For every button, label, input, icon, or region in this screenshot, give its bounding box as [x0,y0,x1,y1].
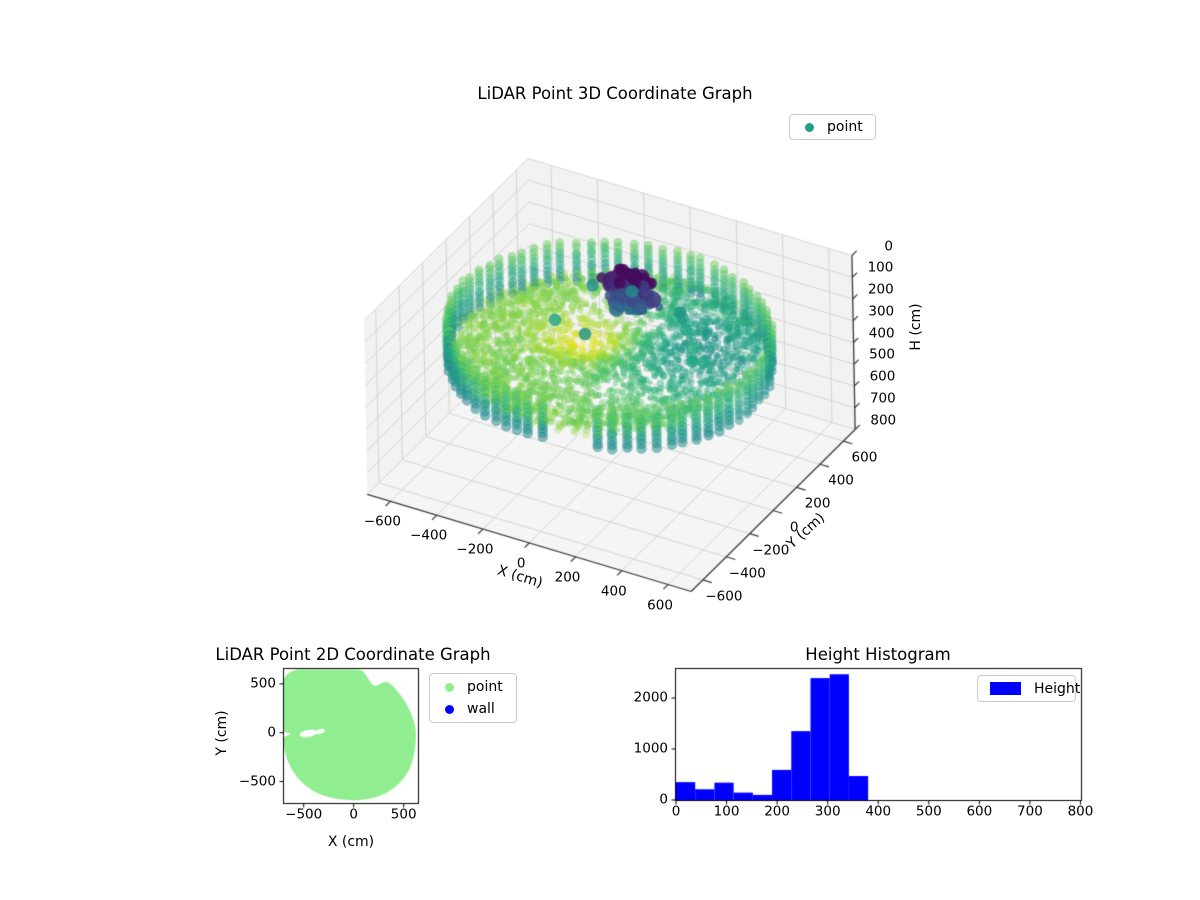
tick-label: 200 [764,803,790,820]
tick-label: 300 [814,803,841,820]
x-axis-label-2d: X (cm) [327,834,375,850]
tick-label: 700 [869,390,896,407]
tick-label: 200 [804,495,831,512]
tick-label: 800 [1067,803,1094,820]
tick-label: −400 [410,527,448,544]
wall-marker-icon [445,704,454,714]
tick-label: 700 [1017,803,1043,820]
hist-legend[interactable]: Height [977,675,1080,702]
tick-label: 0 [671,803,681,820]
point2d-legend-label: point [467,679,503,695]
tick-label: 800 [870,411,897,428]
tick-label: 400 [865,803,892,820]
tick-label: 1000 [633,740,668,757]
tick-label: 0 [789,518,799,535]
height-swatch-icon [990,682,1021,695]
tick-label: 500 [390,806,417,823]
tick-label: −500 [238,772,276,789]
tick-label: 400 [600,582,627,599]
plot2d-legend[interactable]: point wall [429,673,517,723]
wall-legend-label: wall [467,701,495,717]
tick-label: 200 [554,569,581,586]
tick-label: 0 [349,806,358,823]
tick-label: 300 [868,303,895,320]
tick-label: 2000 [633,689,668,706]
tick-label: 400 [828,472,854,489]
tick-label: 100 [867,259,894,276]
tick-label: 600 [966,803,993,820]
plot3d-legend[interactable]: point [789,114,876,140]
tick-label: 600 [851,449,878,466]
tick-label: 0 [884,237,893,254]
y-axis-label-2d: Y (cm) [214,710,230,756]
legend-row-point3d: point [790,116,875,138]
tick-label: 100 [713,803,740,820]
tick-label: 0 [267,723,276,740]
tick-label: 600 [647,596,673,613]
tick-label: −600 [705,588,743,605]
tick-label: −200 [456,541,494,558]
tick-label: −600 [363,513,401,530]
plot3d-title: LiDAR Point 3D Coordinate Graph [477,83,753,103]
tick-label: 600 [869,368,896,385]
tick-label: 500 [915,803,942,820]
legend-row-height: Height [978,678,1080,700]
legend-row-point2d: point [430,676,516,698]
hist-title: Height Histogram [805,644,951,664]
tick-label: −200 [752,541,790,558]
tick-label: 500 [869,346,895,363]
point-marker-icon [805,122,814,132]
h-axis-label-3d: H (cm) [908,303,924,351]
tick-label: −400 [728,565,766,582]
legend-row-wall2d: wall [430,698,516,720]
plot2d-title: LiDAR Point 2D Coordinate Graph [215,644,491,664]
tick-label: 400 [868,324,895,341]
tick-label: 500 [250,675,276,692]
point2d-marker-icon [445,682,454,692]
tick-label: 0 [516,555,526,572]
tick-label: 0 [659,791,668,808]
point-legend-label: point [827,119,863,135]
height-legend-label: Height [1034,680,1081,697]
tick-label: −500 [285,806,323,823]
tick-label: 200 [867,281,894,298]
